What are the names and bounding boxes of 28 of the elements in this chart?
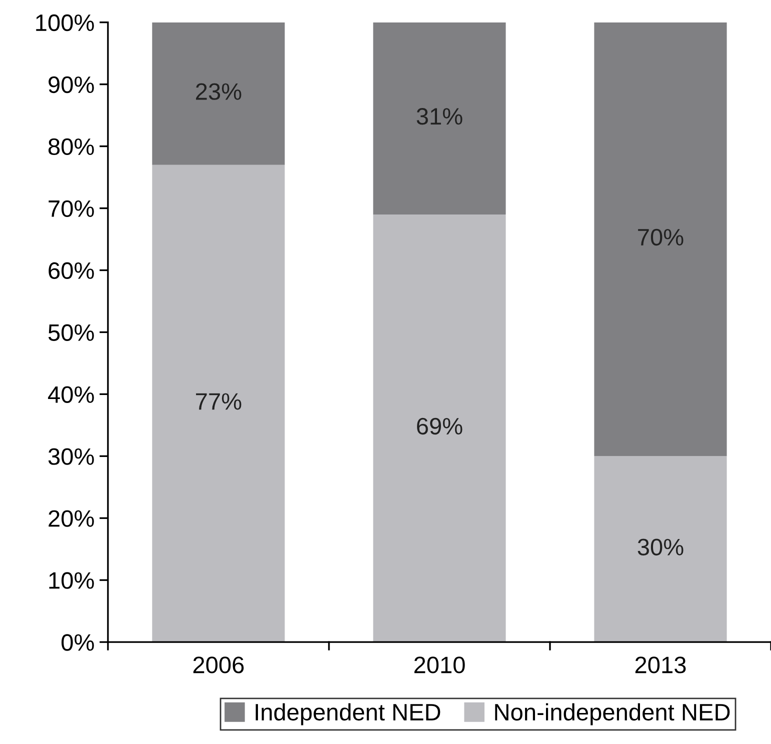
y-tick-label: 50% [48,324,94,341]
legend-label: Independent NED [256,703,440,726]
y-tick-label: 100% [36,14,94,32]
bar [594,456,727,642]
x-tick-label: 2010 [414,656,465,674]
y-tick-label: 80% [48,138,94,156]
bar [594,22,727,456]
bar [373,214,506,642]
y-tick-label: 70% [48,200,94,218]
y-tick-label: 30% [48,448,94,465]
x-tick-label: 2006 [193,656,244,674]
data-label: 70% [638,228,684,246]
data-label: 31% [416,108,462,125]
data-label: 30% [638,538,684,556]
y-tick-label: 40% [48,386,94,403]
y-tick-label: 60% [48,262,94,280]
data-label: 69% [417,418,462,435]
y-tick-label: 10% [49,572,94,589]
y-tick-label: 20% [48,510,94,527]
y-tick-label: 0% [62,634,94,651]
y-tick-label: 90% [48,76,94,94]
data-label: 23% [196,83,242,100]
legend-label: Non-independent NED [495,703,730,726]
bar [373,22,506,214]
bar [152,164,285,642]
data-label: 77% [196,393,242,410]
bar [152,22,285,165]
x-tick-label: 2013 [635,656,686,674]
